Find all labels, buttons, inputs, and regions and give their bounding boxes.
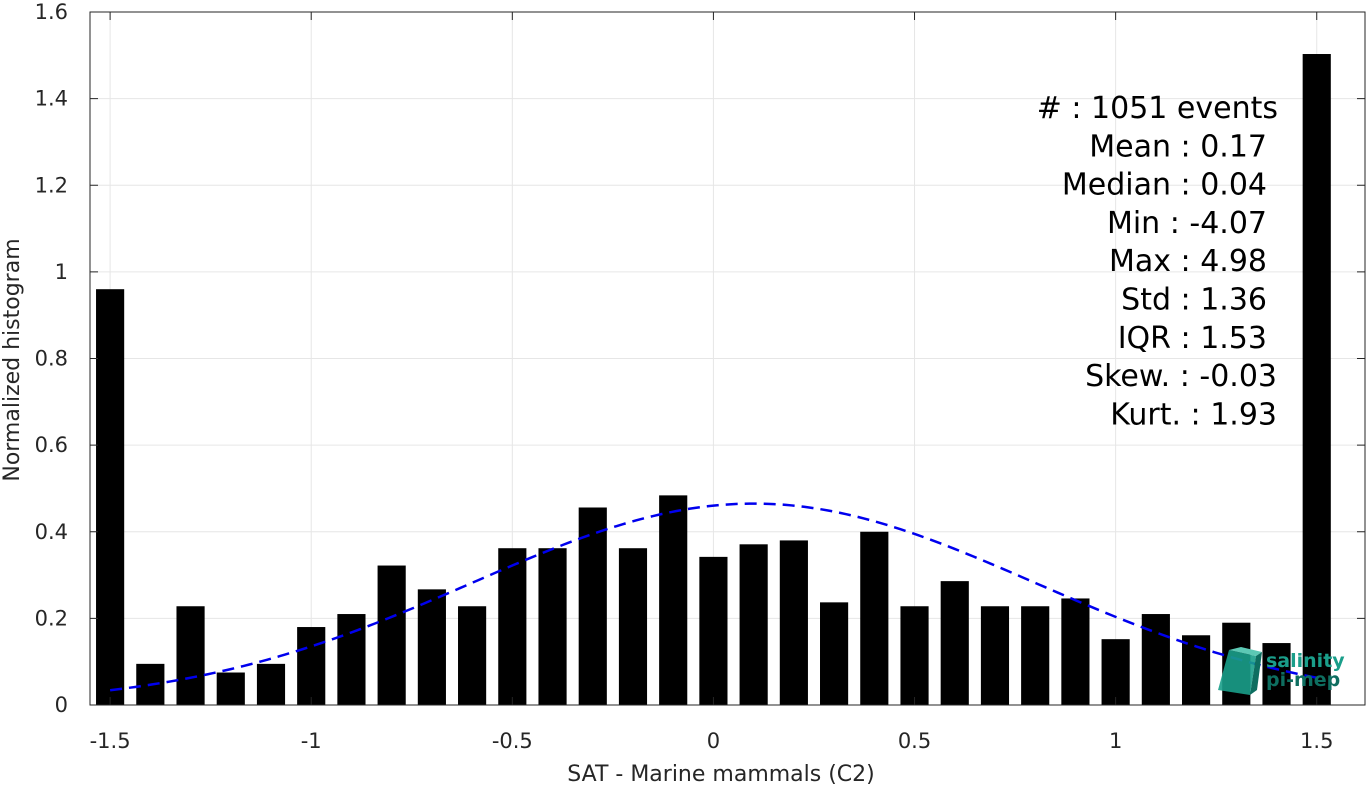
y-tick-label: 1.2 (35, 173, 68, 197)
stat-line: Max : 4.98 (1109, 244, 1267, 279)
x-tick-label: 1.5 (1300, 729, 1333, 753)
salinity-pi-mep-logo: salinity pi-mep (1218, 647, 1345, 695)
histogram-bar (699, 556, 728, 705)
histogram-bar (860, 531, 889, 705)
x-tick-labels: -1.5 -1 -0.5 0 0.5 1 1.5 (90, 729, 1334, 753)
y-tick-label: 0 (55, 693, 68, 717)
histogram-bar (1021, 606, 1050, 705)
y-tick-label: 0.4 (35, 520, 68, 544)
y-tick-label: 1 (55, 260, 68, 284)
histogram-bar (739, 544, 768, 705)
histogram-bar (458, 606, 487, 705)
y-tick-label: 1.4 (35, 87, 68, 111)
histogram-bar (779, 540, 808, 705)
axis-ticks (90, 11, 1365, 706)
histogram-bar (297, 627, 326, 705)
histogram-bar (256, 663, 286, 705)
x-tick-label: -0.5 (492, 729, 533, 753)
x-tick-label: 0 (707, 729, 720, 753)
histogram-bar (900, 606, 929, 705)
histogram-bar (377, 565, 406, 705)
stat-line: Min : -4.07 (1107, 206, 1267, 241)
y-tick-labels: 0 0.2 0.4 0.6 0.8 1 1.2 1.4 1.6 (35, 0, 68, 717)
y-tick-label: 0.8 (35, 347, 68, 371)
histogram-bar (980, 606, 1010, 705)
y-tick-label: 1.6 (35, 0, 68, 24)
histogram-bar (1262, 643, 1291, 705)
stat-line: # : 1051 events (1037, 91, 1278, 126)
stat-line: Skew. : -0.03 (1085, 359, 1277, 394)
x-axis-title: SAT - Marine mammals (C2) (567, 762, 875, 785)
stat-line: Kurt. : 1.93 (1110, 397, 1277, 432)
logo-cube-icon (1218, 647, 1262, 695)
gaussian-fit-curve (109, 502, 1317, 692)
histogram-bar (820, 602, 849, 705)
histogram-bar (940, 581, 969, 705)
y-tick-label: 0.2 (35, 606, 68, 630)
logo-line1: salinity (1266, 650, 1345, 672)
histogram-bar (659, 495, 688, 705)
y-tick-label: 0.6 (35, 433, 68, 457)
y-axis-title: Normalized histogram (0, 238, 25, 481)
stat-line: Median : 0.04 (1062, 168, 1267, 203)
x-tick-label: 0.5 (898, 729, 931, 753)
x-tick-label: 1 (1109, 729, 1122, 753)
histogram-bar (578, 507, 607, 705)
x-tick-label: -1 (301, 729, 322, 753)
x-tick-label: -1.5 (90, 729, 131, 753)
histogram-bar (618, 548, 648, 705)
histogram-bar (417, 589, 446, 705)
histogram-bars (96, 54, 1331, 706)
logo-line2: pi-mep (1266, 669, 1340, 691)
histogram-bar (96, 289, 125, 705)
histogram-bar (1101, 639, 1130, 705)
histogram-bar (216, 672, 245, 705)
stat-line: Mean : 0.17 (1089, 129, 1267, 164)
stat-line: IQR : 1.53 (1118, 321, 1267, 356)
histogram-bar (337, 614, 366, 705)
histogram-bar (176, 606, 205, 705)
stat-line: Std : 1.36 (1121, 283, 1267, 318)
histogram-bar (498, 548, 527, 705)
histogram-bar (1061, 598, 1090, 705)
histogram-bar (1302, 54, 1331, 706)
histogram-bar (538, 548, 567, 705)
